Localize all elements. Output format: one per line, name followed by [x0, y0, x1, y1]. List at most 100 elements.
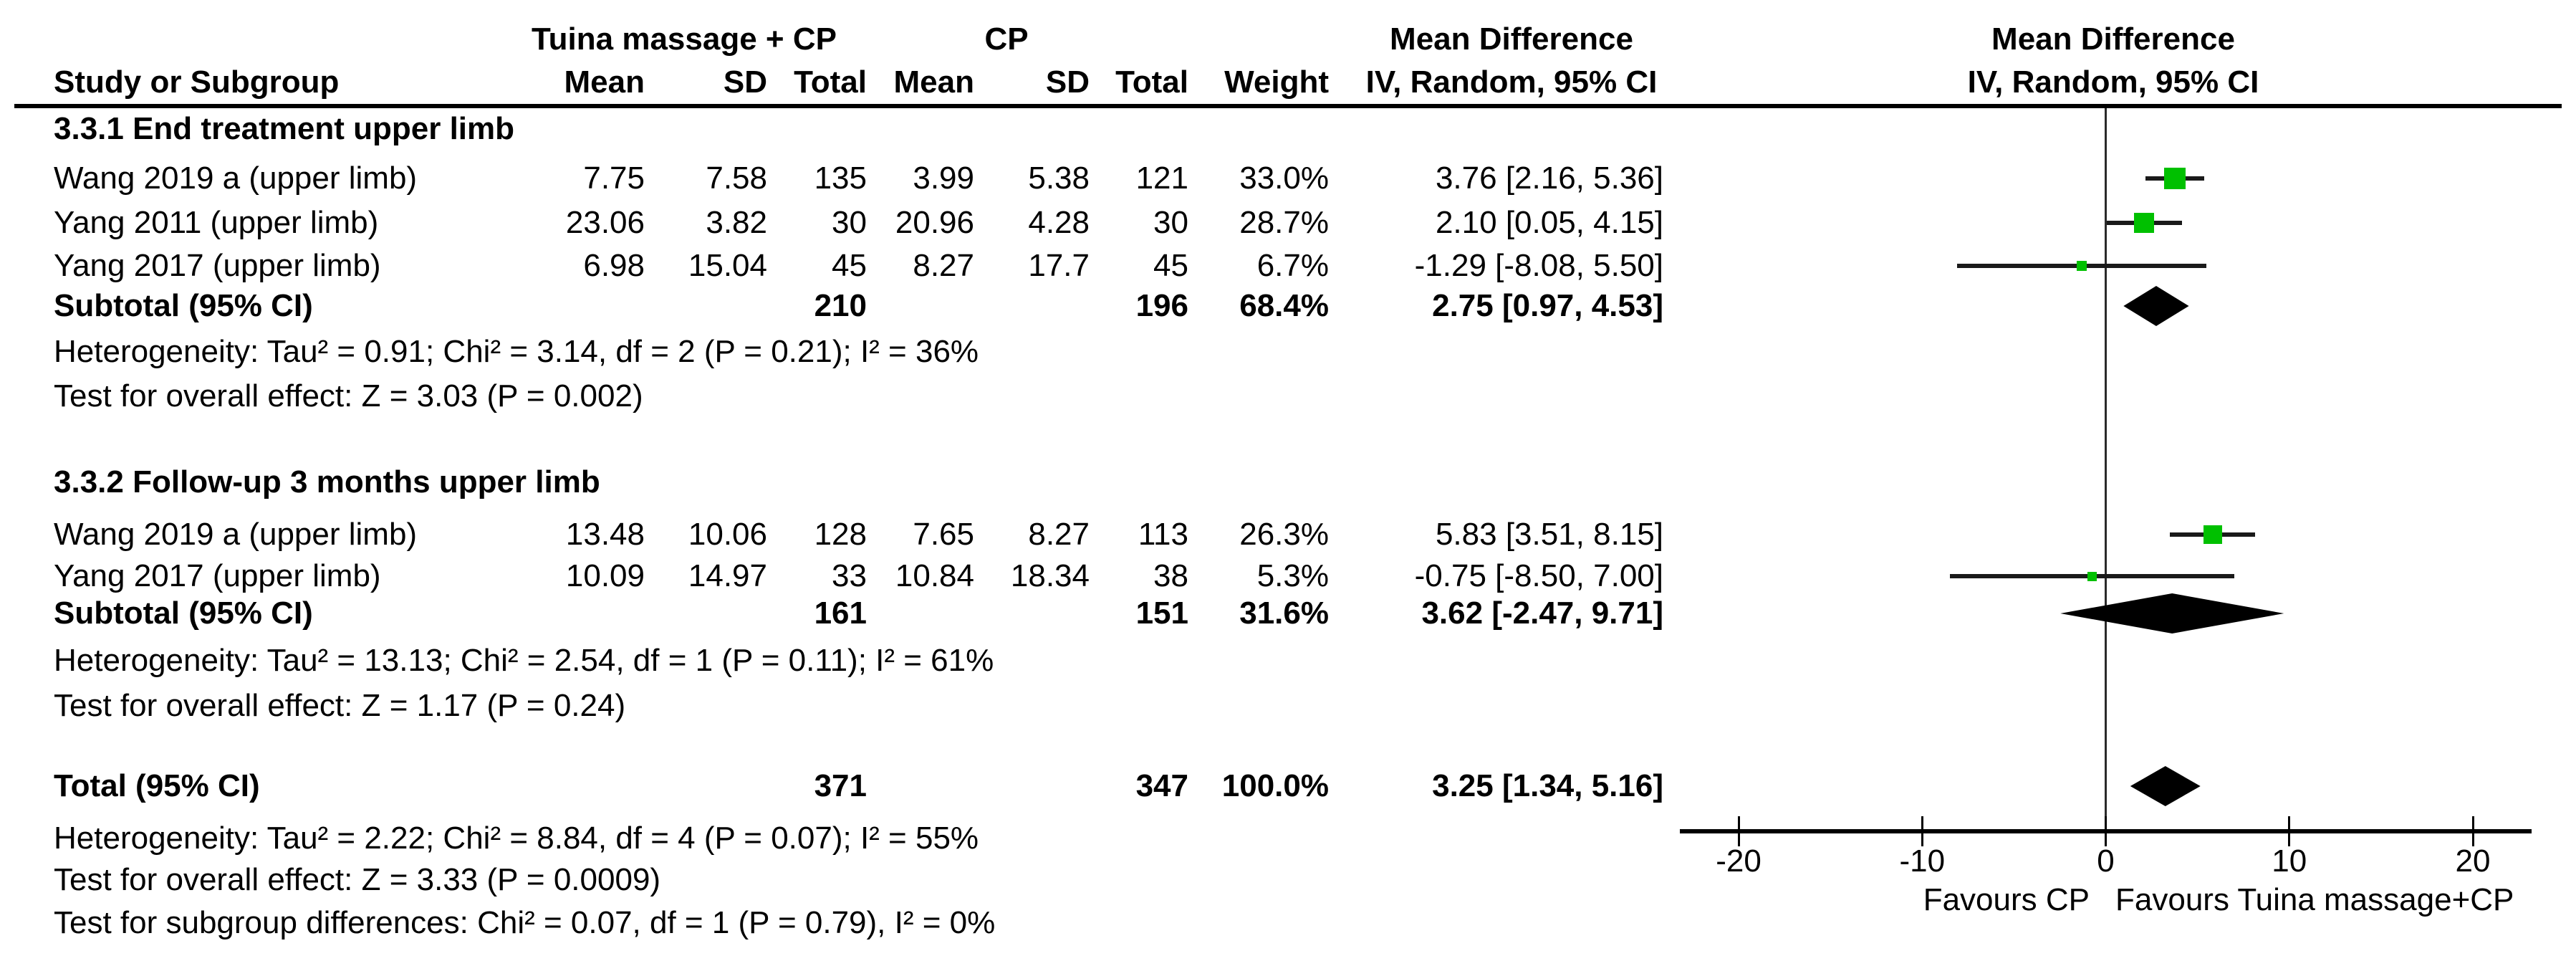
sd-t: 10.06	[688, 517, 767, 552]
subtotal-total-t: 161	[814, 596, 867, 631]
overall-effect-text: Test for overall effect: Z = 3.03 (P = 0…	[54, 378, 643, 413]
sd-t: 3.82	[706, 205, 767, 240]
axis-tick	[2471, 816, 2474, 846]
axis-tick	[1921, 816, 1923, 846]
mean-t: 23.06	[565, 205, 645, 240]
effect-column-title: Mean Difference	[1390, 21, 1633, 57]
sd-c: 4.28	[1028, 205, 1090, 240]
total-t: 33	[832, 558, 867, 593]
md-ci: 2.10 [0.05, 4.15]	[1435, 205, 1663, 240]
total-t: 30	[832, 205, 867, 240]
sd-c: 18.34	[1010, 558, 1090, 593]
study-row: Yang 2017 (upper limb) 6.98 15.04 45 8.2…	[0, 244, 2576, 288]
study-name: Yang 2017 (upper limb)	[54, 558, 381, 593]
heterogeneity-text: Heterogeneity: Tau² = 13.13; Chi² = 2.54…	[54, 643, 994, 678]
subgroup-test-text: Test for subgroup differences: Chi² = 0.…	[54, 905, 996, 940]
header-columns-row: Study or Subgroup Mean SD Total Mean SD …	[0, 60, 2576, 105]
total-t: 45	[832, 248, 867, 283]
study-row: Wang 2019 a (upper limb) 7.75 7.58 135 3…	[0, 156, 2576, 201]
total-row: Total (95% CI) 371 347 100.0% 3.25 [1.34…	[0, 764, 2576, 808]
total-label: Total (95% CI)	[54, 768, 260, 803]
total-c: 121	[1135, 161, 1188, 196]
axis-tick-label: -20	[1716, 843, 1762, 879]
total-overall-effect-text: Test for overall effect: Z = 3.33 (P = 0…	[54, 862, 661, 897]
effect-marker	[2134, 213, 2155, 233]
mean-t-column-header: Mean	[564, 64, 645, 100]
subgroup-header: 3.3.1 End treatment upper limb	[0, 107, 2576, 151]
effect-marker	[2077, 261, 2087, 271]
control-group-header: CP	[984, 21, 1029, 57]
mean-c: 7.65	[913, 517, 974, 552]
subtotal-label: Subtotal (95% CI)	[54, 288, 313, 323]
subgroup-header: 3.3.2 Follow-up 3 months upper limb	[0, 460, 2576, 505]
overall-effect-text: Test for overall effect: Z = 1.17 (P = 0…	[54, 688, 626, 723]
total-t: 128	[814, 517, 867, 552]
study-name: Wang 2019 a (upper limb)	[54, 517, 418, 552]
md-ci: 5.83 [3.51, 8.15]	[1435, 517, 1663, 552]
subtotal-row: Subtotal (95% CI) 210 196 68.4% 2.75 [0.…	[0, 284, 2576, 328]
effect-method-header: IV, Random, 95% CI	[1365, 64, 1658, 100]
study-row: Yang 2017 (upper limb) 10.09 14.97 33 10…	[0, 554, 2576, 598]
mean-c-column-header: Mean	[893, 64, 974, 100]
subtotal-total-t: 210	[814, 288, 867, 323]
overall-effect-note: Test for overall effect: Z = 3.33 (P = 0…	[0, 858, 2576, 902]
effect-marker	[2087, 571, 2097, 581]
study-name: Wang 2019 a (upper limb)	[54, 161, 418, 196]
sd-t: 14.97	[688, 558, 767, 593]
treatment-group-header: Tuina massage + CP	[532, 21, 837, 57]
mean-t: 10.09	[565, 558, 645, 593]
heterogeneity-note: Heterogeneity: Tau² = 13.13; Chi² = 2.54…	[0, 639, 2576, 683]
mean-t: 6.98	[583, 248, 645, 283]
weight: 5.3%	[1256, 558, 1329, 593]
overall-effect-note: Test for overall effect: Z = 3.03 (P = 0…	[0, 374, 2576, 419]
total-c: 38	[1153, 558, 1188, 593]
mean-c: 20.96	[895, 205, 974, 240]
heterogeneity-note: Heterogeneity: Tau² = 2.22; Chi² = 8.84,…	[0, 816, 2576, 861]
total-c: 30	[1153, 205, 1188, 240]
total-total-c: 347	[1135, 768, 1188, 803]
total-t-column-header: Total	[794, 64, 867, 100]
total-t: 135	[814, 161, 867, 196]
weight: 26.3%	[1239, 517, 1329, 552]
sd-c: 8.27	[1028, 517, 1090, 552]
pooled-diamond	[2060, 593, 2284, 634]
study-row: Wang 2019 a (upper limb) 13.48 10.06 128…	[0, 512, 2576, 557]
sd-c: 17.7	[1028, 248, 1090, 283]
total-total-t: 371	[814, 768, 867, 803]
total-c: 45	[1153, 248, 1188, 283]
weight: 33.0%	[1239, 161, 1329, 196]
sd-c: 5.38	[1028, 161, 1090, 196]
effect-marker	[2163, 168, 2186, 189]
sd-c-column-header: SD	[1045, 64, 1090, 100]
mean-c: 8.27	[913, 248, 974, 283]
weight: 6.7%	[1256, 248, 1329, 283]
plot-title: Mean Difference	[1991, 21, 2235, 57]
subtotal-weight: 31.6%	[1239, 596, 1329, 631]
weight-column-header: Weight	[1224, 64, 1329, 100]
heterogeneity-text: Heterogeneity: Tau² = 0.91; Chi² = 3.14,…	[54, 334, 979, 369]
total-weight: 100.0%	[1221, 768, 1329, 803]
weight: 28.7%	[1239, 205, 1329, 240]
md-ci: -1.29 [-8.08, 5.50]	[1414, 248, 1663, 283]
axis-tick	[2288, 816, 2291, 846]
favours-left-label: Favours CP	[1923, 882, 2090, 917]
total-c: 113	[1138, 517, 1188, 552]
sd-t: 15.04	[688, 248, 767, 283]
subgroup-test-note: Test for subgroup differences: Chi² = 0.…	[0, 901, 2576, 945]
subgroup-label: 3.3.2 Follow-up 3 months upper limb	[54, 464, 600, 499]
header-divider-line	[14, 104, 2562, 108]
subgroup-label: 3.3.1 End treatment upper limb	[54, 111, 515, 146]
study-row: Yang 2011 (upper limb) 23.06 3.82 30 20.…	[0, 201, 2576, 245]
md-ci: -0.75 [-8.50, 7.00]	[1414, 558, 1663, 593]
sd-t: 7.58	[706, 161, 767, 196]
mean-t: 7.75	[583, 161, 645, 196]
total-md-ci: 3.25 [1.34, 5.16]	[1432, 768, 1663, 803]
axis-tick-label: -10	[1899, 843, 1946, 879]
axis-tick-label: 10	[2272, 843, 2307, 879]
mean-c: 10.84	[895, 558, 974, 593]
subtotal-label: Subtotal (95% CI)	[54, 596, 313, 631]
subtotal-row: Subtotal (95% CI) 161 151 31.6% 3.62 [-2…	[0, 591, 2576, 636]
subtotal-total-c: 151	[1135, 596, 1188, 631]
